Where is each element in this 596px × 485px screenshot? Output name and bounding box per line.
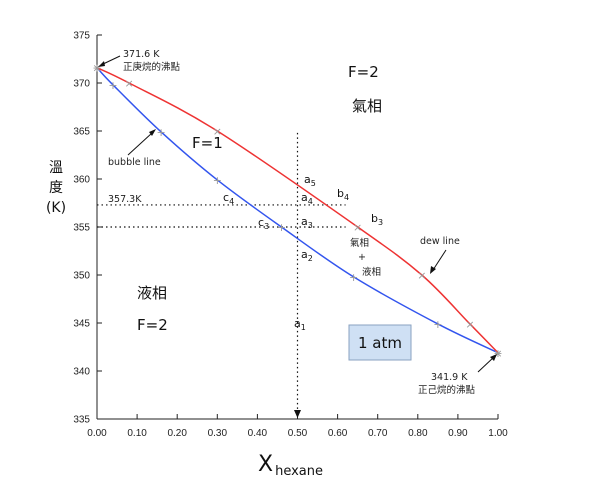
point-a4: a4 bbox=[301, 191, 313, 206]
guide-lines bbox=[97, 132, 346, 418]
mid-region-f: F=1 bbox=[192, 134, 223, 152]
bubble-line-label: bubble line bbox=[108, 157, 161, 168]
two-phase-plus: + bbox=[358, 252, 366, 263]
dew-data-point: × bbox=[92, 62, 101, 75]
bubble-label-arrowhead bbox=[149, 129, 156, 136]
liquid-region-label: 液相 bbox=[137, 284, 167, 302]
point-c3: c3 bbox=[258, 216, 269, 231]
dew-data-point: × bbox=[493, 347, 502, 360]
x-tick-label: 0.10 bbox=[127, 428, 147, 439]
vapor-region-label: 氣相 bbox=[352, 97, 382, 115]
y-axis-title-unit: (K) bbox=[46, 200, 66, 216]
bubble-line-curve bbox=[96, 67, 499, 354]
bubble-data-point: + bbox=[157, 126, 166, 139]
y-tick-label: 360 bbox=[73, 175, 90, 186]
dew-data-point: × bbox=[465, 318, 474, 331]
x-axis-title-sub: hexane bbox=[275, 464, 323, 479]
point-b3: b3 bbox=[371, 212, 383, 227]
x-tick-label: 0.30 bbox=[208, 428, 228, 439]
bubble-data-point: + bbox=[349, 271, 358, 284]
bottom-point-desc: 正己烷的沸點 bbox=[418, 384, 476, 396]
point-a1: a1 bbox=[294, 317, 306, 332]
dew-data-point: × bbox=[417, 269, 426, 282]
x-tick-label: 0.00 bbox=[87, 428, 107, 439]
vertical-guide-arrowhead bbox=[294, 410, 301, 418]
y-tick-label: 365 bbox=[73, 127, 90, 138]
dew-data-point: × bbox=[353, 221, 362, 234]
dew-line-label: dew line bbox=[420, 236, 460, 247]
y-tick-label: 370 bbox=[73, 79, 90, 90]
bubble-data-point: + bbox=[277, 221, 286, 234]
dew-line-curve bbox=[96, 66, 499, 354]
bubble-data-point: + bbox=[108, 79, 117, 92]
x-tick-label: 0.90 bbox=[448, 428, 468, 439]
dew-label-arrow bbox=[432, 249, 447, 271]
top-point-arrowhead bbox=[98, 61, 105, 67]
y-tick-label: 335 bbox=[73, 415, 90, 426]
dew-data-point: × bbox=[213, 125, 222, 138]
point-a3: a3 bbox=[301, 215, 313, 230]
dew-data-point: × bbox=[124, 77, 133, 90]
top-point-temp: 371.6 K bbox=[123, 49, 160, 60]
axes bbox=[96, 34, 499, 420]
point-a5: a5 bbox=[304, 173, 316, 188]
pressure-box bbox=[348, 324, 412, 361]
point-a2: a2 bbox=[301, 248, 313, 263]
x-tick-label: 0.50 bbox=[288, 428, 308, 439]
y-axis-title-char-2: 度 bbox=[49, 180, 63, 196]
bottom-point-temp: 341.9 K bbox=[431, 372, 468, 383]
tick-labels: 335 340 345 350 355 360 365 370 375 0.00 0.10 0.20 0… bbox=[73, 31, 508, 440]
x-tick-label: 0.80 bbox=[408, 428, 428, 439]
bubble-data-point: + bbox=[433, 318, 442, 331]
top-point-desc: 正庚烷的沸點 bbox=[123, 61, 181, 73]
y-tick-label: 350 bbox=[73, 271, 90, 282]
ref-temp-label: 357.3K bbox=[108, 194, 142, 205]
y-axis-title-char-1: 溫 bbox=[49, 160, 63, 176]
series-layer bbox=[96, 66, 499, 354]
point-c4: c4 bbox=[223, 191, 234, 206]
x-tick-label: 0.40 bbox=[248, 428, 268, 439]
bubble-data-point: + bbox=[493, 347, 502, 360]
dew-label-arrowhead bbox=[430, 266, 436, 274]
x-tick-label: 0.60 bbox=[328, 428, 348, 439]
bubble-data-point: + bbox=[213, 174, 222, 187]
point-b4: b4 bbox=[337, 187, 349, 202]
y-tick-label: 355 bbox=[73, 223, 90, 234]
two-phase-liquid: 液相 bbox=[362, 266, 381, 278]
bubble-data-point: + bbox=[92, 62, 101, 75]
x-tick-label: 1.00 bbox=[488, 428, 508, 439]
pressure-label: 1 atm bbox=[358, 334, 402, 352]
bubble-label-arrow bbox=[127, 132, 153, 156]
x-tick-label: 0.70 bbox=[368, 428, 388, 439]
y-axis-title: 溫 度 (K) bbox=[46, 160, 66, 216]
data-markers: ++++++++××××××× bbox=[92, 62, 502, 360]
liquid-region-f: F=2 bbox=[137, 316, 168, 334]
bottom-point-arrowhead bbox=[490, 354, 497, 361]
y-tick-label: 345 bbox=[73, 319, 90, 330]
y-tick-label: 340 bbox=[73, 367, 90, 378]
x-tick-label: 0.20 bbox=[167, 428, 187, 439]
bottom-point-arrow bbox=[477, 356, 495, 373]
vapor-region-f: F=2 bbox=[348, 63, 379, 81]
two-phase-vapor: 氣相 bbox=[350, 237, 369, 249]
x-axis-title-main: X bbox=[258, 452, 273, 477]
y-tick-label: 375 bbox=[73, 31, 90, 42]
